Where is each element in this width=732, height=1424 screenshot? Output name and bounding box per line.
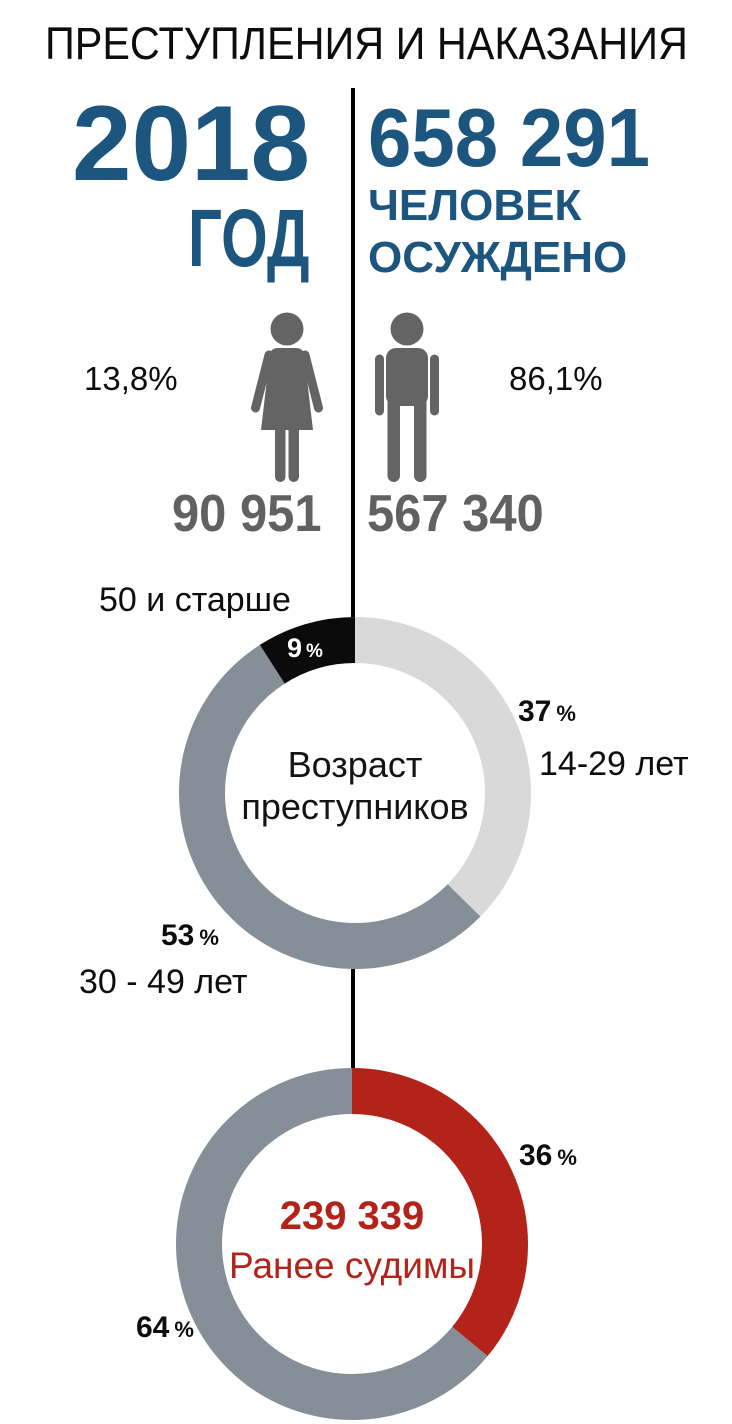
age-percent-14-29: 37% [518,695,576,728]
male-percent: 86,1% [509,360,603,397]
total-convicted-label-line1: ЧЕЛОВЕК [368,181,582,230]
non-recidivism-percent: 64% [136,1311,194,1344]
page-title: ПРЕСТУПЛЕНИЯ И НАКАЗАНИЯ [44,18,688,69]
year-number: 2018 [71,83,310,203]
age-chart-center-title: Возраст преступников [179,744,531,828]
age-percent-30-49: 53% [161,919,219,952]
age-percent-50-plus: 9% [287,633,323,663]
age-label-50-plus: 50 и старше [99,581,291,619]
female-count: 90 951 [172,485,322,543]
age-chart-center-line1: Возраст [287,744,423,785]
female-percent: 13,8% [84,360,178,397]
divider-line-top [351,88,355,617]
recidivism-label: Ранее судимы [229,1245,475,1286]
age-label-14-29: 14-29 лет [539,745,689,783]
total-convicted-label: ЧЕЛОВЕК ОСУЖДЕНО [368,180,627,284]
recidivism-count: 239 339 [279,1194,425,1238]
female-icon [250,312,324,484]
total-convicted-number: 658 291 [368,91,651,184]
total-convicted-label-line2: ОСУЖДЕНО [368,233,628,282]
age-chart-center-line2: преступников [241,786,469,827]
recidivism-percent: 36% [519,1139,577,1172]
age-donut-chart [179,617,531,969]
age-label-30-49: 30 - 49 лет [79,963,248,1001]
year-word: ГОД [188,193,310,284]
divider-line-middle [351,969,355,1068]
male-icon [374,312,440,484]
recidivism-donut-chart [176,1068,528,1420]
male-count: 567 340 [367,485,544,543]
